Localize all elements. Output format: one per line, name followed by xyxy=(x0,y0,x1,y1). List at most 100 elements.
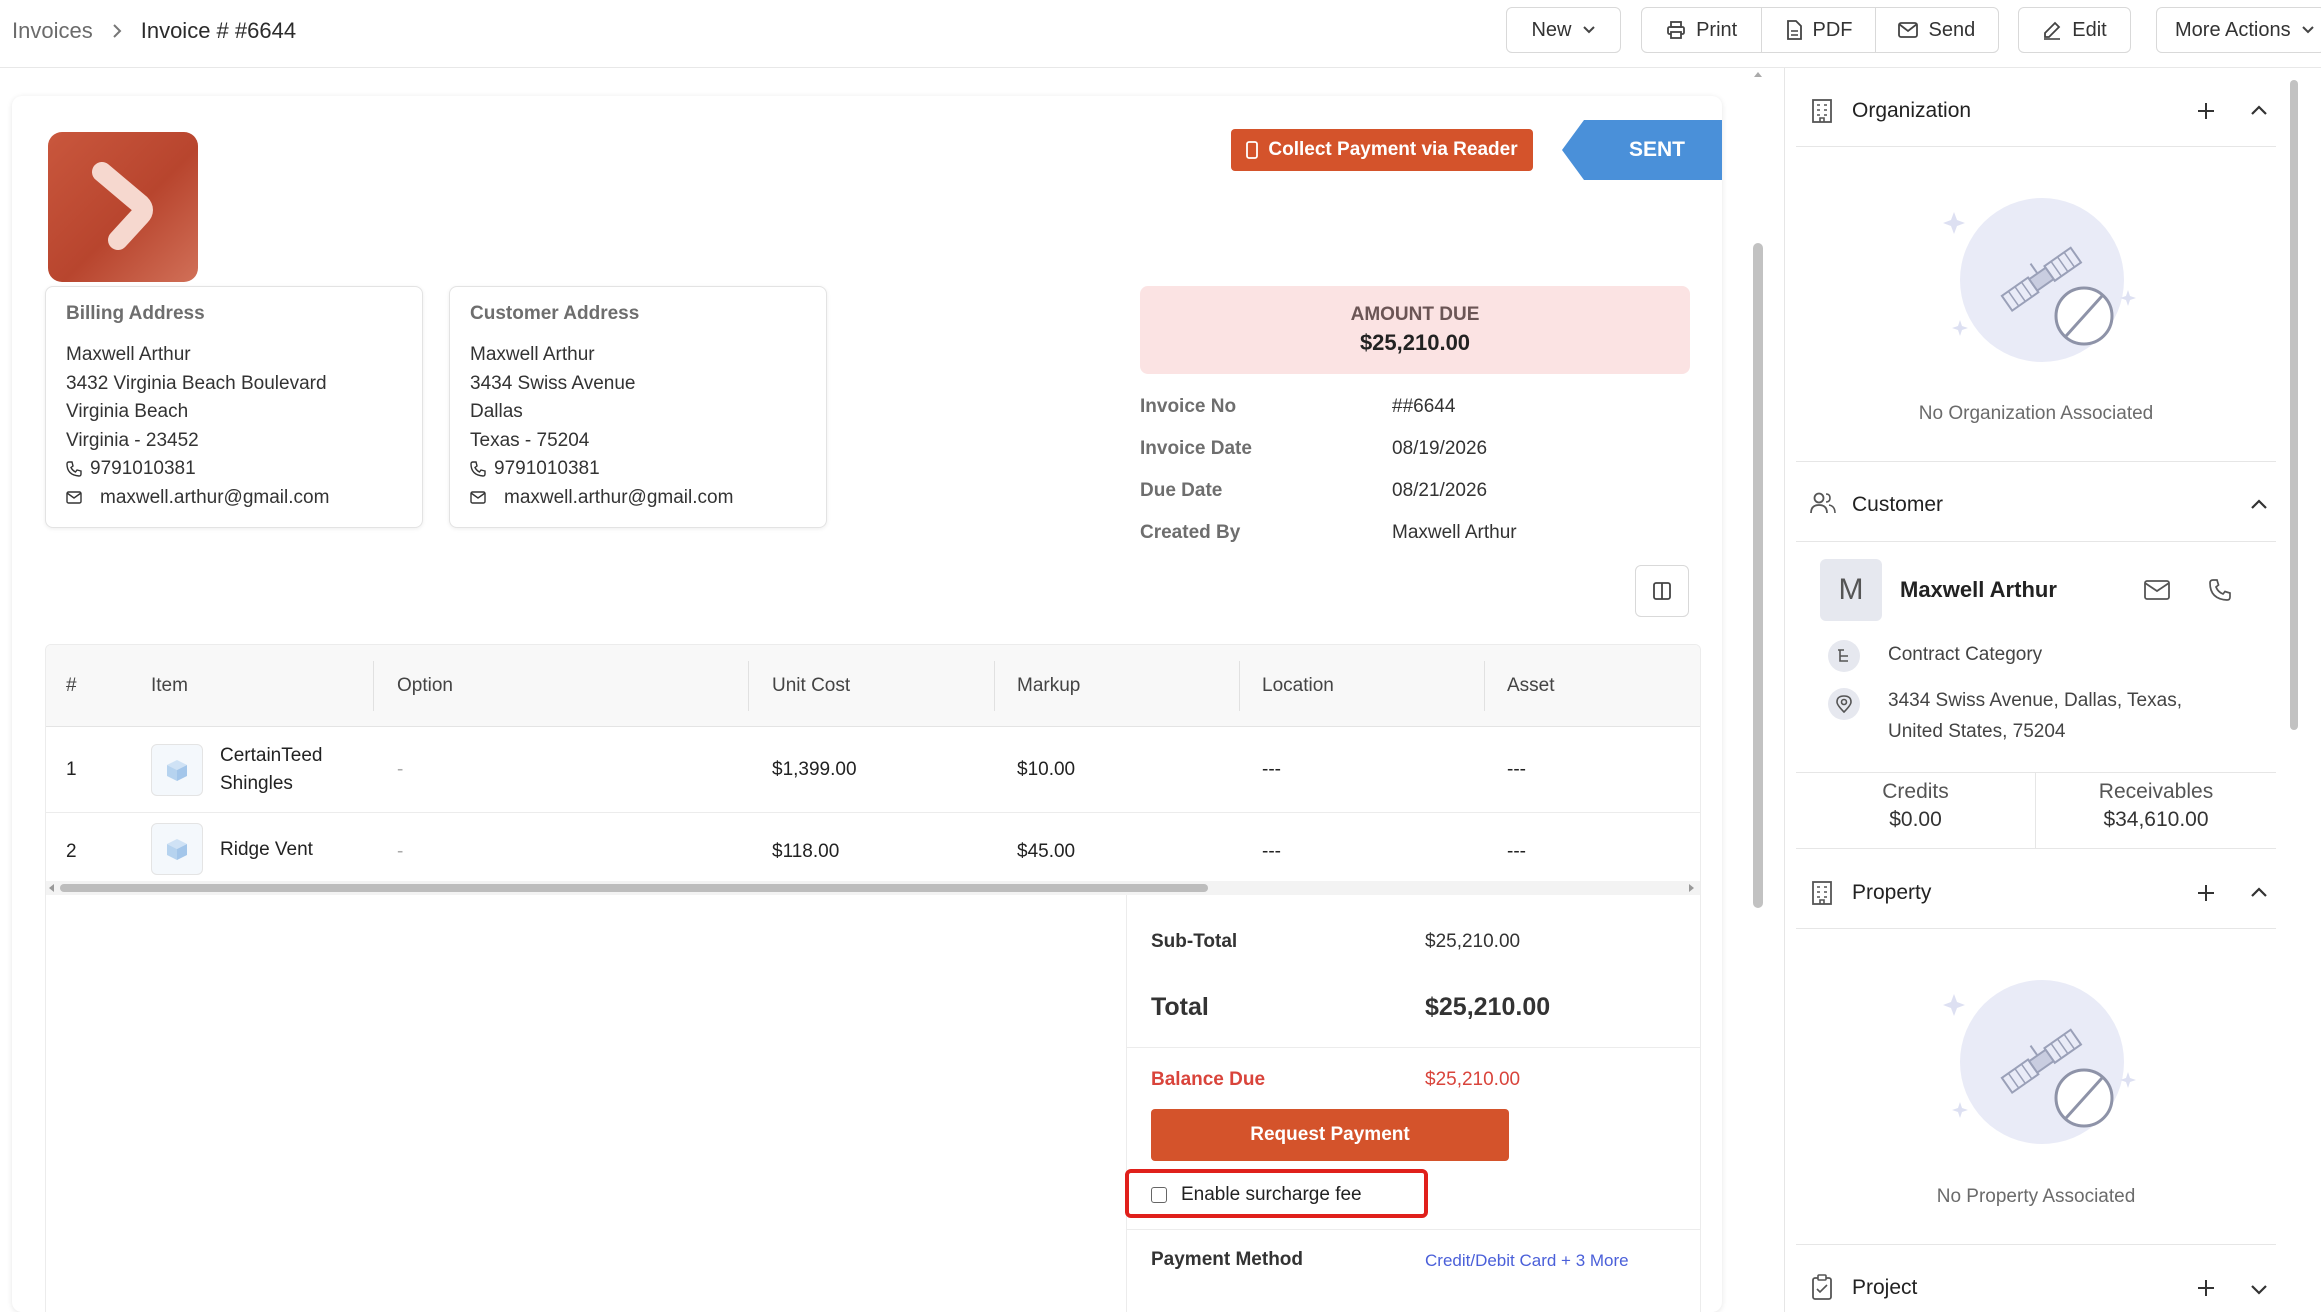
send-button[interactable]: Send xyxy=(1876,8,1998,52)
receivables-value: $34,610.00 xyxy=(2103,808,2209,831)
totals-section: Sub-Total $25,210.00 Total $25,210.00 Ba… xyxy=(1125,895,1700,1312)
due-date-value: 08/21/2026 xyxy=(1392,480,1488,501)
customer-city: Dallas xyxy=(470,401,523,422)
item-unit-cost: $1,399.00 xyxy=(772,759,857,780)
billing-email[interactable]: maxwell.arthur@gmail.com xyxy=(100,486,330,508)
section-divider xyxy=(1796,1244,2276,1245)
header-divider xyxy=(0,67,2321,68)
more-actions-button[interactable]: More Actions xyxy=(2156,7,2321,53)
column-header-markup: Markup xyxy=(1017,675,1081,696)
scroll-right-arrow[interactable] xyxy=(1689,884,1694,892)
table-row[interactable]: 1 CertainTeed Shingles - $1,399.00 $10.0… xyxy=(46,727,1700,813)
billing-phone-row: 9791010381 xyxy=(66,455,402,484)
print-button[interactable]: Print xyxy=(1642,8,1763,52)
receivables-label: Receivables xyxy=(2098,780,2214,803)
column-header-asset: Asset xyxy=(1507,675,1555,696)
columns-icon xyxy=(1653,582,1671,600)
customer-email[interactable]: maxwell.arthur@gmail.com xyxy=(504,486,734,508)
status-ribbon: SENT xyxy=(1562,120,1722,180)
more-actions-label: More Actions xyxy=(2175,18,2291,41)
items-table: # Item Option Unit Cost Markup Location … xyxy=(45,644,1701,1312)
item-thumbnail xyxy=(151,744,203,796)
surcharge-highlight-box xyxy=(1125,1169,1428,1218)
users-icon xyxy=(1810,492,1836,514)
column-divider xyxy=(994,661,995,711)
chevron-up-icon[interactable] xyxy=(2250,886,2268,898)
scroll-left-arrow[interactable] xyxy=(49,884,54,892)
contract-category: Contract Category xyxy=(1888,644,2043,665)
phone-icon xyxy=(470,461,486,477)
breadcrumb: Invoices Invoice # #6644 xyxy=(12,16,296,46)
customer-address-title: Customer Address xyxy=(470,303,640,324)
add-organization-icon[interactable] xyxy=(2196,101,2216,121)
item-name-line2: Shingles xyxy=(220,773,293,794)
total-value: $25,210.00 xyxy=(1425,993,1551,1021)
surcharge-checkbox[interactable] xyxy=(1151,1187,1167,1203)
item-location: --- xyxy=(1262,759,1281,780)
chevron-up-icon[interactable] xyxy=(2250,498,2268,510)
customer-street: 3434 Swiss Avenue xyxy=(470,372,636,394)
customer-address-card: Customer Address Maxwell Arthur 3434 Swi… xyxy=(449,286,827,528)
invoice-no-value: ##6644 xyxy=(1392,396,1456,417)
add-project-icon[interactable] xyxy=(2196,1278,2216,1298)
customer-name: Maxwell Arthur xyxy=(470,344,595,365)
avatar-initial: M xyxy=(1838,573,1864,606)
created-by-label: Created By xyxy=(1140,522,1241,543)
table-row[interactable]: 2 Ridge Vent - $118.00 $45.00 --- --- xyxy=(46,813,1700,879)
box-icon xyxy=(164,757,190,783)
mail-icon xyxy=(470,491,486,504)
amount-due-label: AMOUNT DUE xyxy=(1350,304,1480,325)
satellite-illustration xyxy=(1942,190,2142,370)
mail-icon xyxy=(1898,22,1919,38)
scrollbar-thumb[interactable] xyxy=(2290,80,2298,730)
pdf-button[interactable]: PDF xyxy=(1762,8,1876,52)
customer-sidebar-address-line2: United States, 75204 xyxy=(1888,721,2066,742)
request-payment-button[interactable]: Request Payment xyxy=(1151,1109,1509,1161)
add-property-icon[interactable] xyxy=(2196,883,2216,903)
pencil-icon xyxy=(2042,20,2062,40)
customer-email-row: maxwell.arthur@gmail.com xyxy=(470,484,806,513)
scroll-up-arrow[interactable] xyxy=(1754,72,1762,77)
print-button-label: Print xyxy=(1696,18,1738,41)
credits-block: Credits $0.00 xyxy=(1796,772,2036,848)
edit-button[interactable]: Edit xyxy=(2018,7,2131,53)
main-vertical-scrollbar[interactable] xyxy=(1750,68,1766,1312)
email-customer-icon[interactable] xyxy=(2144,580,2170,600)
payment-method-label: Payment Method xyxy=(1151,1249,1304,1270)
new-button[interactable]: New xyxy=(1506,7,1621,53)
box-icon xyxy=(164,836,190,862)
chevron-down-icon[interactable] xyxy=(2250,1284,2268,1296)
section-divider xyxy=(1796,928,2276,929)
billing-state-zip: Virginia - 23452 xyxy=(66,429,199,451)
payment-method-link[interactable]: Credit/Debit Card + 3 More xyxy=(1425,1251,1629,1270)
table-horizontal-scrollbar[interactable] xyxy=(46,881,1700,895)
no-property-text: No Property Associated xyxy=(1936,1186,2136,1207)
scrollbar-thumb[interactable] xyxy=(60,884,1208,892)
section-divider xyxy=(1796,772,2276,773)
column-toggle-button[interactable] xyxy=(1635,565,1689,617)
item-thumbnail xyxy=(151,823,203,875)
chevron-up-icon[interactable] xyxy=(2250,104,2268,116)
mail-icon xyxy=(66,491,82,504)
phone-customer-icon[interactable] xyxy=(2208,578,2232,602)
column-header-number: # xyxy=(66,675,77,696)
section-divider xyxy=(1796,541,2276,542)
credits-value: $0.00 xyxy=(1889,808,1942,831)
customer-phone: 9791010381 xyxy=(494,458,600,479)
balance-due-value: $25,210.00 xyxy=(1425,1069,1521,1090)
sidebar-vertical-scrollbar[interactable] xyxy=(2288,80,2300,1312)
totals-divider xyxy=(1127,1047,1700,1048)
breadcrumb-invoices-link[interactable]: Invoices xyxy=(12,18,93,43)
item-unit-cost: $118.00 xyxy=(772,841,840,862)
row-number: 2 xyxy=(66,841,77,862)
panel-divider xyxy=(1784,68,1785,1312)
status-badge: SENT xyxy=(1628,138,1685,161)
item-asset: --- xyxy=(1507,759,1526,780)
section-divider xyxy=(1796,461,2276,462)
customer-sidebar-name[interactable]: Maxwell Arthur xyxy=(1900,577,2057,602)
scrollbar-thumb[interactable] xyxy=(1753,243,1763,908)
breadcrumb-current: Invoice # #6644 xyxy=(140,18,297,43)
surcharge-row[interactable]: Enable surcharge fee xyxy=(1151,1183,1362,1207)
collect-payment-button[interactable]: Collect Payment via Reader xyxy=(1231,129,1533,171)
clipboard-icon xyxy=(1811,1274,1833,1300)
